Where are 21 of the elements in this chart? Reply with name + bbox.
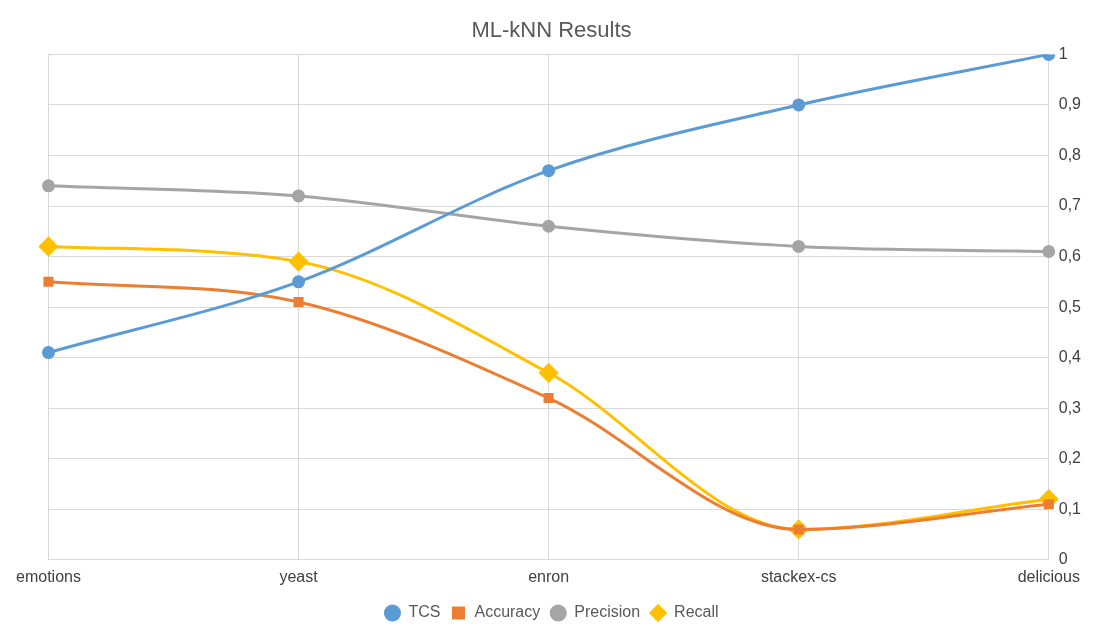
y-tick-label: 0,6 [1058, 246, 1082, 264]
y-tick-label: 0 [1058, 550, 1068, 568]
legend-label: Precision [574, 603, 641, 621]
y-tick-label: 0,3 [1058, 398, 1082, 416]
y-tick-label: 0,9 [1058, 95, 1082, 113]
x-tick-label: enron [528, 567, 570, 585]
chart-title: ML-kNN Results [471, 17, 632, 43]
y-tick-label: 0,4 [1058, 348, 1082, 366]
x-tick-label: delicious [1017, 567, 1080, 585]
y-tick-label: 0,2 [1058, 449, 1082, 467]
y-tick-label: 0,1 [1058, 499, 1082, 517]
x-tick-label: stackex-cs [760, 567, 837, 585]
x-tick-label: yeast [279, 567, 319, 585]
legend-label: Recall [674, 603, 719, 621]
legend-label: Accuracy [474, 603, 541, 621]
y-tick-label: 0,7 [1058, 196, 1082, 214]
legend-label: TCS [408, 603, 441, 621]
y-tick-label: 1 [1058, 44, 1068, 62]
y-tick-label: 0,5 [1058, 297, 1082, 315]
y-tick-label: 0,8 [1058, 145, 1082, 163]
x-tick-label: emotions [16, 567, 81, 585]
